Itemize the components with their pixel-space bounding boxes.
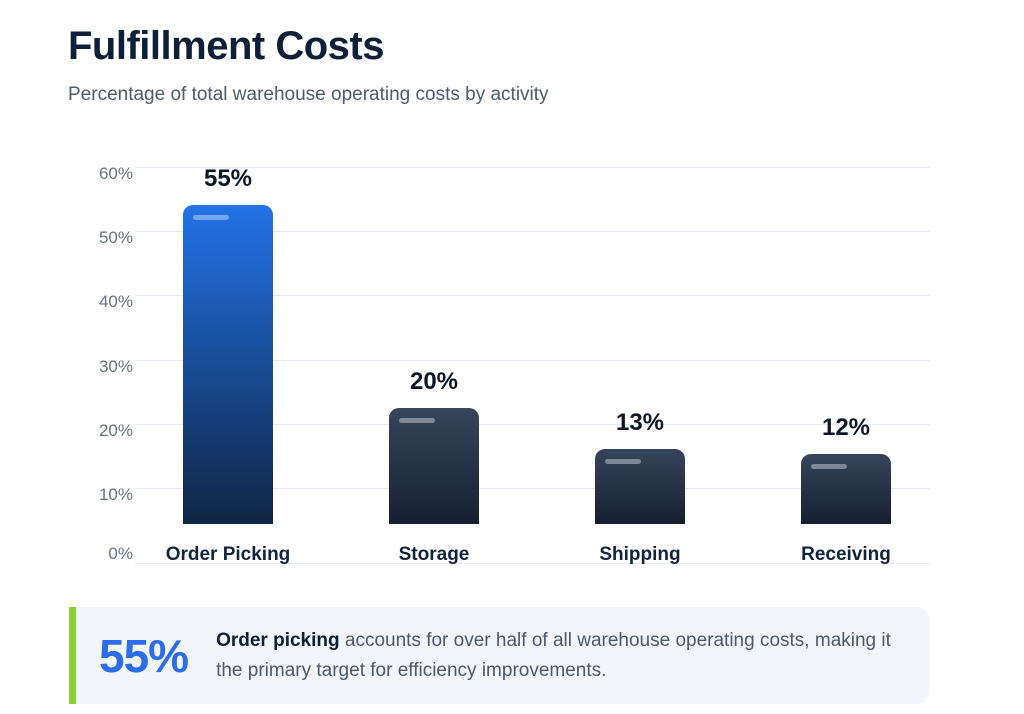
y-axis-tick: 30% [98,356,133,376]
callout-body: accounts for over half of all warehouse … [216,629,891,681]
y-axis-tick: 10% [98,485,133,504]
callout-text: Order picking accounts for over half of … [216,626,916,686]
callout-stat: 55% [99,629,189,682]
y-axis-tick: 40% [98,292,133,312]
x-axis-label: Storage [398,544,470,565]
bar-value-label: 55% [203,165,253,192]
gridline [135,295,930,297]
bar-shipping [595,449,685,524]
gridline [135,423,930,425]
y-axis-tick: 50% [98,228,133,248]
bar-shine [811,464,847,469]
bar-receiving [801,454,891,524]
gridline [135,231,930,233]
y-axis-tick: 0% [108,544,133,563]
x-axis-label: Shipping [599,544,681,565]
gridline [135,488,930,489]
page-subtitle: Percentage of total warehouse operating … [68,84,549,105]
y-axis-tick: 20% [98,420,133,440]
callout-accent-bar [69,607,76,704]
gridline [135,359,930,361]
bar-order-picking [183,205,273,524]
x-axis-label: Receiving [801,544,891,565]
gridline [135,563,930,564]
y-axis-tick: 60% [98,164,133,183]
insight-callout: 55% Order picking accounts for over half… [69,607,929,704]
gridline [135,167,930,168]
bar-value-label: 13% [615,409,665,436]
x-axis-label: Order Picking [165,544,291,565]
bar-shine [399,418,435,423]
bar-storage [389,408,479,524]
bar-value-label: 20% [409,368,459,395]
bar-value-label: 12% [821,414,871,441]
page-title: Fulfillment Costs [68,24,384,68]
callout-lead: Order picking [216,629,340,651]
bar-shine [193,215,229,220]
bar-shine [605,459,641,464]
